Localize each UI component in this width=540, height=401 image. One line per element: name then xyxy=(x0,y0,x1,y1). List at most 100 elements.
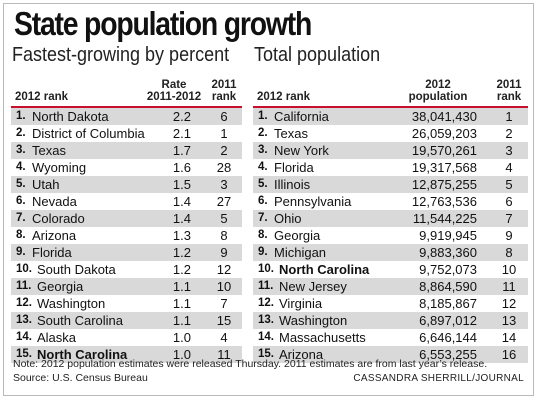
table-row: 6. Nevada 1.4 27 xyxy=(11,193,242,210)
rank-number: 10. xyxy=(258,263,274,275)
rank-number: 13. xyxy=(258,314,274,326)
table-row: 14. Massachusetts 6,646,144 14 xyxy=(253,329,528,346)
population-value: 19,570,261 xyxy=(411,143,477,158)
state-name: Colorado xyxy=(32,211,85,226)
growth-rate: 2.1 xyxy=(172,126,191,141)
rank-number: 2. xyxy=(258,127,268,139)
table-row: 2. Texas 26,059,203 2 xyxy=(253,125,528,142)
rank-number: 3. xyxy=(16,144,26,156)
header-rate: Rate 2011-2012 xyxy=(146,79,202,103)
footnote: Note: 2012 population estimates were rel… xyxy=(13,358,488,370)
state-name: Georgia xyxy=(274,228,321,243)
percent-growth-table: 2012 rank Rate 2011-2012 2011 rank 1. Nor… xyxy=(11,74,242,363)
table-row: 11. New Jersey 8,864,590 11 xyxy=(253,278,528,295)
population-value: 12,763,536 xyxy=(411,194,477,209)
table-row: 7. Ohio 11,544,225 7 xyxy=(253,210,528,227)
population-value: 9,883,360 xyxy=(419,245,477,260)
table-row: 2. District of Columbia 2.1 1 xyxy=(11,125,242,142)
header-2011-rank: 2011 rank xyxy=(496,79,522,103)
state-name: Washington xyxy=(37,296,106,311)
table-row: 14. Alaska 1.0 4 xyxy=(11,329,242,346)
state-name: Florida xyxy=(274,160,314,175)
state-name: North Carolina xyxy=(37,347,128,362)
population-value: 11,544,225 xyxy=(412,211,477,226)
prior-rank: 4 xyxy=(505,160,513,175)
table-row: 10. South Dakota 1.2 12 xyxy=(11,261,242,278)
population-value: 8,864,590 xyxy=(419,279,477,294)
state-name: Arizona xyxy=(279,347,324,362)
header-2012-rank: 2012 rank xyxy=(257,91,311,103)
rank-number: 1. xyxy=(16,110,26,122)
rank-number: 9. xyxy=(16,246,26,258)
state-name: California xyxy=(274,109,329,124)
state-name: Nevada xyxy=(32,194,77,209)
rank-number: 7. xyxy=(16,212,26,224)
table-row: 12. Washington 1.1 7 xyxy=(11,295,242,312)
rank-number: 12. xyxy=(16,297,32,309)
percent-table-body: 1. North Dakota 2.2 6 2. District of Columbia… xyxy=(11,108,242,363)
state-name: Massachusetts xyxy=(279,330,366,345)
growth-rate: 1.1 xyxy=(172,279,191,294)
state-name: Illinois xyxy=(274,177,311,192)
rank-number: 8. xyxy=(258,229,268,241)
state-name: Georgia xyxy=(37,279,84,294)
state-name: Florida xyxy=(32,245,72,260)
growth-rate: 1.6 xyxy=(172,160,191,175)
state-name: Washington xyxy=(279,313,348,328)
growth-rate: 1.3 xyxy=(172,228,191,243)
prior-rank: 6 xyxy=(505,194,513,209)
population-value: 9,919,945 xyxy=(419,228,477,243)
growth-rate: 1.7 xyxy=(172,143,191,158)
table-row: 9. Michigan 9,883,360 8 xyxy=(253,244,528,261)
prior-rank: 4 xyxy=(220,330,228,345)
table-row: 5. Illinois 12,875,255 5 xyxy=(253,176,528,193)
prior-rank: 10 xyxy=(501,262,517,277)
percent-table-header: 2012 rank Rate 2011-2012 2011 rank xyxy=(11,74,242,108)
prior-rank: 1 xyxy=(505,109,513,124)
population-value: 6,553,255 xyxy=(419,347,477,362)
credit-line: CASSANDRA SHERRILL/JOURNAL xyxy=(353,373,524,384)
table-row: 4. Wyoming 1.6 28 xyxy=(11,159,242,176)
table-row: 12. Virginia 8,185,867 12 xyxy=(253,295,528,312)
header-2012-population: 2012 population xyxy=(408,79,468,103)
total-population-table: 2012 rank 2012 population 2011 rank 1. Ca… xyxy=(253,74,528,363)
prior-rank: 5 xyxy=(505,177,513,192)
prior-rank: 2 xyxy=(220,143,228,158)
prior-rank: 15 xyxy=(216,313,232,328)
rank-number: 1. xyxy=(258,110,268,122)
table-row: 3. Texas 1.7 2 xyxy=(11,142,242,159)
prior-rank: 5 xyxy=(220,211,228,226)
table-row: 5. Utah 1.5 3 xyxy=(11,176,242,193)
prior-rank: 7 xyxy=(505,211,513,226)
prior-rank: 11 xyxy=(502,279,516,294)
rank-number: 4. xyxy=(16,161,26,173)
state-name: Arizona xyxy=(32,228,77,243)
prior-rank: 14 xyxy=(501,330,517,345)
population-table-header: 2012 rank 2012 population 2011 rank xyxy=(253,74,528,108)
state-name: New Jersey xyxy=(279,279,347,294)
prior-rank: 2 xyxy=(505,126,513,141)
growth-rate: 1.1 xyxy=(172,296,191,311)
prior-rank: 11 xyxy=(217,347,231,362)
prior-rank: 9 xyxy=(220,245,228,260)
table-row: 1. North Dakota 2.2 6 xyxy=(11,108,242,125)
state-name: District of Columbia xyxy=(32,126,145,141)
rank-number: 2. xyxy=(16,127,26,139)
population-value: 19,317,568 xyxy=(411,160,477,175)
prior-rank: 3 xyxy=(220,177,228,192)
rank-number: 5. xyxy=(16,178,26,190)
table-row: 15. North Carolina 1.0 11 xyxy=(11,346,242,363)
rank-number: 6. xyxy=(258,195,268,207)
rank-number: 14. xyxy=(16,331,32,343)
population-table-body: 1. California 38,041,430 1 2. Texas 26,059,203… xyxy=(253,108,528,363)
population-value: 38,041,430 xyxy=(411,109,477,124)
rank-number: 15. xyxy=(258,348,274,360)
state-name: North Dakota xyxy=(32,109,109,124)
table-row: 9. Florida 1.2 9 xyxy=(11,244,242,261)
state-name: New York xyxy=(274,143,329,158)
prior-rank: 12 xyxy=(501,296,517,311)
growth-rate: 1.5 xyxy=(172,177,191,192)
prior-rank: 7 xyxy=(220,296,228,311)
prior-rank: 28 xyxy=(216,160,232,175)
state-name: Pennsylvania xyxy=(274,194,352,209)
